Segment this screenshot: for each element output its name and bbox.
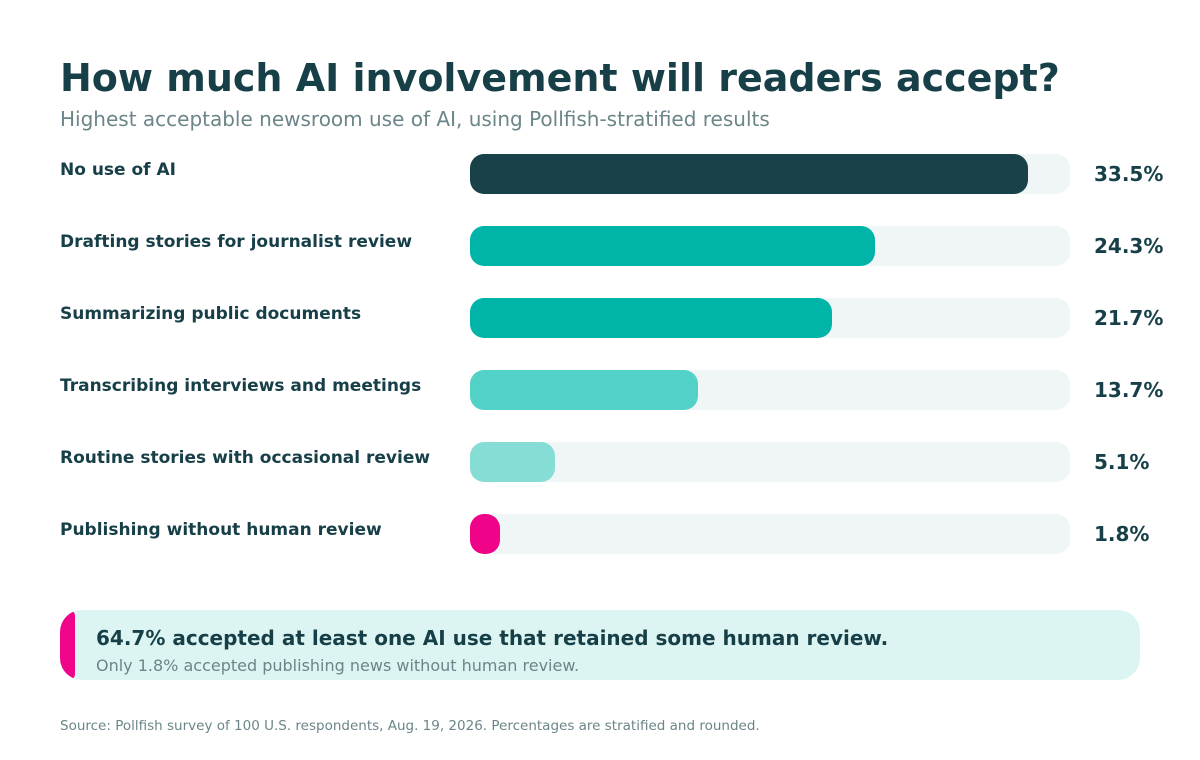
- bar-label: Routine stories with occasional review: [60, 448, 431, 468]
- chart-subtitle: Highest acceptable newsroom use of AI, u…: [60, 107, 770, 131]
- bar-label: No use of AI: [60, 160, 176, 180]
- bar-label: Drafting stories for journalist review: [60, 232, 413, 252]
- bar-value-label: 5.1%: [1094, 450, 1150, 474]
- bar-track: [470, 514, 1070, 554]
- callout-note: Only 1.8% accepted publishing news witho…: [96, 656, 580, 675]
- bar: [470, 226, 875, 266]
- bar-track: [470, 298, 1070, 338]
- bar-row: Drafting stories for journalist review 24…: [0, 226, 1200, 268]
- bar-value-label: 21.7%: [1094, 306, 1164, 330]
- bar-value-label: 1.8%: [1094, 522, 1150, 546]
- bar-value-label: 13.7%: [1094, 378, 1164, 402]
- source-note: Source: Pollfish survey of 100 U.S. resp…: [60, 718, 760, 734]
- bar: [470, 298, 832, 338]
- bar-track: [470, 226, 1070, 266]
- bar-row: Routine stories with occasional review 5.…: [0, 442, 1200, 484]
- bar-row: Summarizing public documents 21.7%: [0, 298, 1200, 340]
- bar-value-label: 24.3%: [1094, 234, 1164, 258]
- bar: [470, 442, 555, 482]
- bar-track: [470, 442, 1070, 482]
- bar-label: Transcribing interviews and meetings: [60, 376, 422, 396]
- callout-headline: 64.7% accepted at least one AI use that …: [96, 626, 889, 650]
- bar-track: [470, 370, 1070, 410]
- bar-row: No use of AI 33.5%: [0, 154, 1200, 196]
- bar-row: Publishing without human review 1.8%: [0, 514, 1200, 556]
- bar-label: Summarizing public documents: [60, 304, 362, 324]
- summary-callout: 64.7% accepted at least one AI use that …: [60, 610, 1140, 680]
- bar-value-label: 33.5%: [1094, 162, 1164, 186]
- bar: [470, 154, 1029, 194]
- bar-label: Publishing without human review: [60, 520, 382, 540]
- callout-accent-bar: [60, 610, 75, 680]
- bar-track: [470, 154, 1070, 194]
- bar: [470, 370, 699, 410]
- bar-chart: No use of AI 33.5% Drafting stories for jo…: [0, 154, 1200, 556]
- chart-title: How much AI involvement will readers acc…: [60, 56, 1060, 100]
- bar: [470, 514, 500, 554]
- bar-row: Transcribing interviews and meetings 13.7…: [0, 370, 1200, 412]
